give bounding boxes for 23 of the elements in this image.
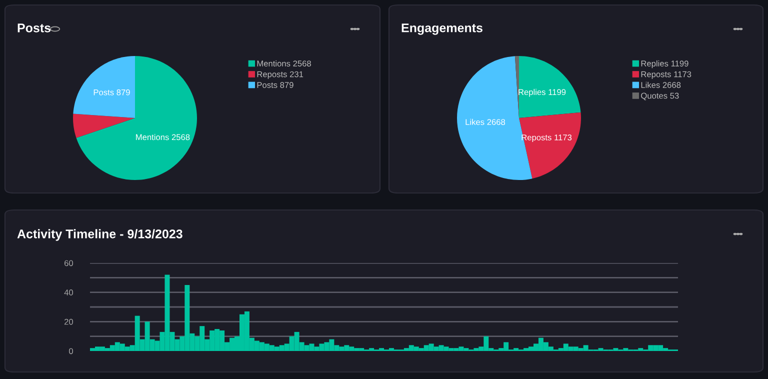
- chart-title: Posts: [18, 24, 51, 32]
- pie-slice: [73, 56, 135, 118]
- data-label: Mentions 2568: [136, 134, 190, 140]
- y-tick-label: 60: [64, 260, 74, 266]
- legend-label: Reposts 231: [257, 71, 304, 79]
- legend-label: Replies 1199: [641, 60, 688, 68]
- pie-slice: [76, 56, 197, 180]
- pie-slice: [73, 114, 135, 138]
- chart-title: Activity Timeline - 9/13/2023: [17, 229, 182, 241]
- y-tick-label: 0: [69, 348, 74, 354]
- data-label: Likes 2668: [466, 118, 506, 126]
- data-label: Replies 1199: [518, 88, 566, 97]
- pie-slice: [519, 112, 581, 179]
- y-tick-label: 40: [64, 290, 74, 296]
- chart-title: Engagements: [402, 24, 482, 35]
- pie-slice: [519, 56, 581, 118]
- legend-label: Reposts 1173: [641, 71, 692, 79]
- legend-label: Likes 2668: [641, 82, 681, 88]
- legend-label: Quotes 53: [641, 92, 679, 100]
- legend-label: Mentions 2568: [257, 60, 311, 66]
- data-label: Posts 879: [94, 89, 130, 96]
- legend-label: Posts 879: [257, 82, 294, 88]
- y-tick-label: 20: [64, 318, 74, 325]
